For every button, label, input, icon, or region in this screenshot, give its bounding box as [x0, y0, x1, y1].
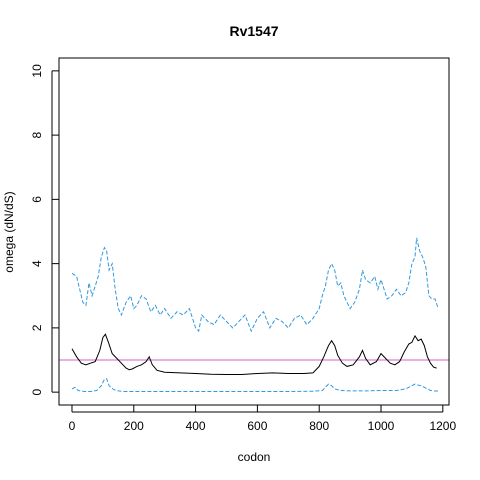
series-line-lower	[71, 378, 439, 392]
x-tick-label: 200	[124, 419, 144, 433]
y-tick-label: 8	[30, 131, 44, 138]
x-tick-label: 600	[247, 419, 267, 433]
y-tick-label: 0	[30, 388, 44, 395]
y-tick-label: 2	[30, 324, 44, 331]
x-tick-label: 1200	[429, 419, 456, 433]
x-tick-label: 400	[186, 419, 206, 433]
y-axis-label: omega (dN/dS)	[2, 191, 16, 272]
x-axis-label: codon	[238, 450, 271, 464]
series-line-upper	[71, 237, 439, 333]
x-tick-label: 0	[69, 419, 76, 433]
chart-title: Rv1547	[229, 23, 278, 39]
plot-frame	[58, 57, 450, 406]
x-tick-label: 1000	[368, 419, 395, 433]
plot-area: 0 200 400 600 800 1000 1200 0 2 4 6 8 10	[30, 57, 456, 433]
x-tick-label: 800	[309, 419, 329, 433]
y-tick-label: 4	[30, 260, 44, 267]
series-line-estimate	[71, 333, 437, 375]
y-tick-label: 10	[30, 64, 44, 78]
y-tick-label: 6	[30, 196, 44, 203]
